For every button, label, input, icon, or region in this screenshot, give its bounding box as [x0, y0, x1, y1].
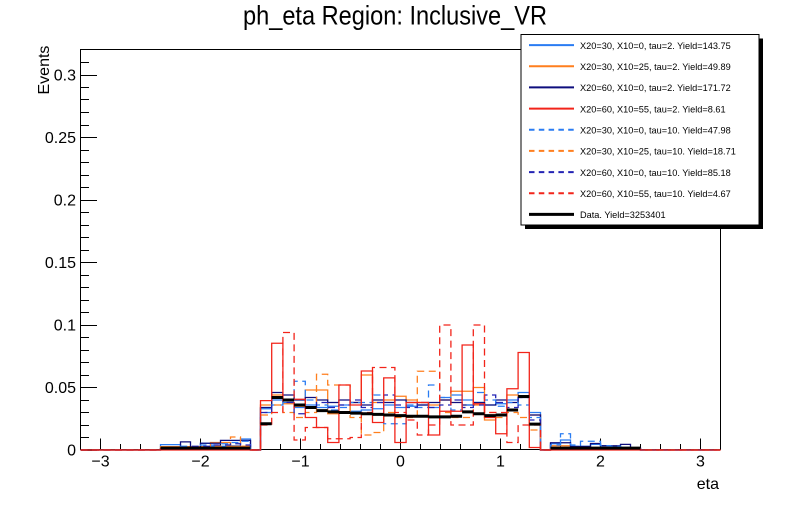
svg-text:−3: −3	[91, 454, 109, 471]
svg-text:1: 1	[496, 454, 505, 471]
svg-text:X20=30, X10=0, tau=2. Yield=14: X20=30, X10=0, tau=2. Yield=143.75	[580, 41, 731, 51]
svg-text:eta: eta	[697, 476, 719, 493]
svg-text:Events: Events	[36, 46, 53, 95]
svg-text:X20=30, X10=0, tau=10. Yield=4: X20=30, X10=0, tau=10. Yield=47.98	[580, 125, 731, 135]
svg-text:−1: −1	[291, 454, 309, 471]
svg-text:X20=30, X10=25, tau=2. Yield=4: X20=30, X10=25, tau=2. Yield=49.89	[580, 62, 731, 72]
svg-text:0.2: 0.2	[54, 193, 76, 210]
svg-text:2: 2	[596, 454, 605, 471]
svg-text:0.15: 0.15	[45, 255, 76, 272]
svg-text:0: 0	[67, 443, 76, 460]
svg-text:X20=60, X10=0, tau=2. Yield=17: X20=60, X10=0, tau=2. Yield=171.72	[580, 83, 731, 93]
svg-text:0.1: 0.1	[54, 318, 76, 335]
svg-text:ph_eta Region: Inclusive_VR: ph_eta Region: Inclusive_VR	[243, 1, 547, 31]
svg-text:X20=60, X10=55, tau=10. Yield=: X20=60, X10=55, tau=10. Yield=4.67	[580, 189, 731, 199]
svg-text:X20=60, X10=55, tau=2. Yield=8: X20=60, X10=55, tau=2. Yield=8.61	[580, 104, 726, 114]
svg-text:Data. Yield=3253401: Data. Yield=3253401	[580, 210, 666, 220]
svg-text:3: 3	[696, 454, 705, 471]
svg-text:0.05: 0.05	[45, 380, 76, 397]
svg-text:0.3: 0.3	[54, 68, 76, 85]
svg-text:0: 0	[396, 454, 405, 471]
svg-text:0.25: 0.25	[45, 130, 76, 147]
svg-text:X20=60, X10=0, tau=10. Yield=8: X20=60, X10=0, tau=10. Yield=85.18	[580, 168, 731, 178]
svg-text:X20=30, X10=25, tau=10. Yield=: X20=30, X10=25, tau=10. Yield=18.71	[580, 147, 736, 157]
svg-text:−2: −2	[191, 454, 209, 471]
